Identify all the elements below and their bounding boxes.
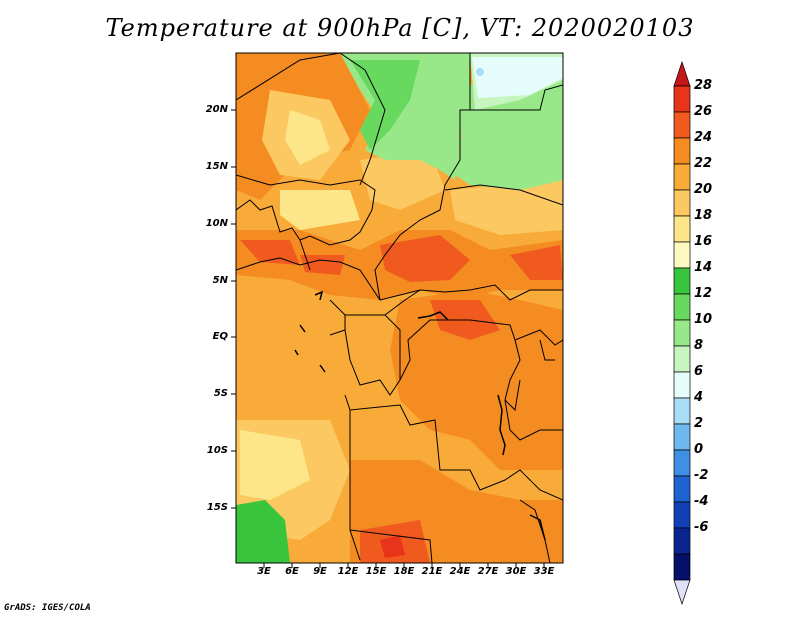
colorbar-level-label: 4 [694, 390, 704, 405]
lat-label-10s: 10S [206, 445, 228, 456]
lake-outlines [294, 290, 546, 541]
lon-label-12e: 12E [337, 566, 359, 577]
colorbar-level-label: 10 [694, 312, 713, 327]
colorbar-level-label: 14 [694, 260, 713, 275]
colorbar-level-label: -2 [694, 468, 709, 483]
colorbar-level-label: 0 [694, 442, 704, 457]
colorbar-swatch [673, 553, 691, 581]
colorbar-swatch [673, 475, 691, 503]
colorbar-swatch [673, 215, 691, 243]
lon-label-15e: 15E [365, 566, 387, 577]
colorbar-level-label: -4 [694, 494, 709, 509]
country-borders [236, 53, 563, 563]
colorbar-swatch [673, 241, 691, 269]
axis-ticks [231, 109, 545, 568]
colorbar-level-label: 6 [694, 364, 704, 379]
lon-label-6e: 6E [285, 566, 299, 577]
lat-label-15s: 15S [206, 502, 228, 513]
colorbar-swatch [673, 267, 691, 295]
lat-label-10n: 10N [205, 218, 228, 229]
colorbar-swatch [673, 345, 691, 373]
colorbar-level-label: 22 [694, 156, 713, 171]
colorbar-swatch [673, 319, 691, 347]
temperature-field [236, 53, 563, 563]
colorbar-swatch [673, 423, 691, 451]
colorbar-swatch [673, 501, 691, 529]
colorbar-level-label: 2 [694, 416, 704, 431]
colorbar-swatch [673, 293, 691, 321]
lon-label-21e: 21E [421, 566, 443, 577]
lon-label-18e: 18E [393, 566, 415, 577]
colorbar-level-label: 26 [694, 104, 713, 119]
colorbar-swatch [673, 371, 691, 399]
colorbar-swatch [673, 449, 691, 477]
map-title: Temperature at 900hPa [C], VT: 202002010… [105, 14, 695, 42]
lon-label-33e: 33E [533, 566, 555, 577]
lat-label-eq: EQ [212, 331, 228, 342]
colorbar-level-label: 20 [694, 182, 713, 197]
colorbar-bottom-arrow [673, 579, 691, 606]
footer-credit: GrADS: IGES/COLA [4, 603, 91, 613]
colorbar [673, 60, 691, 606]
lat-label-5n: 5N [212, 275, 228, 286]
colorbar-swatch [673, 111, 691, 139]
colorbar-swatch [673, 163, 691, 191]
colorbar-swatch [673, 85, 691, 113]
colorbar-swatch [673, 137, 691, 165]
lon-label-24e: 24E [449, 566, 471, 577]
lon-label-27e: 27E [477, 566, 499, 577]
colorbar-top-arrow [673, 60, 691, 87]
lon-label-3e: 3E [257, 566, 271, 577]
colorbar-swatch [673, 397, 691, 425]
colorbar-level-label: 12 [694, 286, 713, 301]
lat-label-20n: 20N [205, 104, 228, 115]
colorbar-level-label: -6 [694, 520, 709, 535]
colorbar-level-label: 28 [694, 78, 713, 93]
lon-label-30e: 30E [505, 566, 527, 577]
colorbar-level-label: 8 [694, 338, 704, 353]
lat-label-5s: 5S [213, 388, 228, 399]
colorbar-level-label: 24 [694, 130, 713, 145]
colorbar-swatch [673, 527, 691, 555]
lat-label-15n: 15N [205, 161, 228, 172]
lon-label-9e: 9E [313, 566, 327, 577]
map-frame [235, 52, 564, 564]
colorbar-level-label: 18 [694, 208, 713, 223]
colorbar-swatch [673, 189, 691, 217]
colorbar-level-label: 16 [694, 234, 713, 249]
